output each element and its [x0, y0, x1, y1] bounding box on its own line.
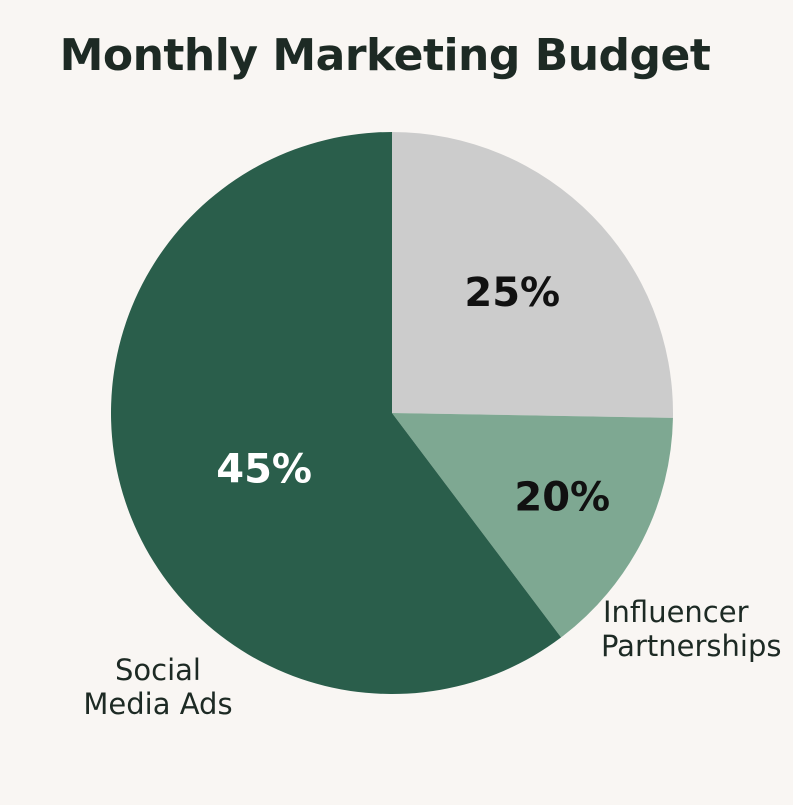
pie-slice-influencer-partnerships — [392, 413, 673, 638]
slice-category-label: Social Media Ads — [83, 653, 232, 721]
slice-category-label-line: Influencer — [603, 595, 749, 629]
labels-layer: 25% 20% Influencer Partnerships 45% Social Med… — [83, 270, 781, 721]
slice-category-label: Influencer Partnerships — [601, 595, 781, 663]
slice-value-label: 25% — [464, 270, 560, 316]
slices-layer — [110, 132, 673, 694]
pie-slice-unlabeled — [392, 132, 673, 418]
slice-value-label: 45% — [216, 446, 312, 492]
slice-category-label-line: Social — [115, 653, 201, 687]
slice-value-label: 20% — [514, 475, 610, 521]
pie-slice-social-media-ads — [110, 132, 562, 694]
slice-category-label-line: Partnerships — [601, 629, 781, 663]
slice-category-label-line: Media Ads — [83, 687, 232, 721]
chart-title: Monthly Marketing Budget — [59, 30, 711, 81]
